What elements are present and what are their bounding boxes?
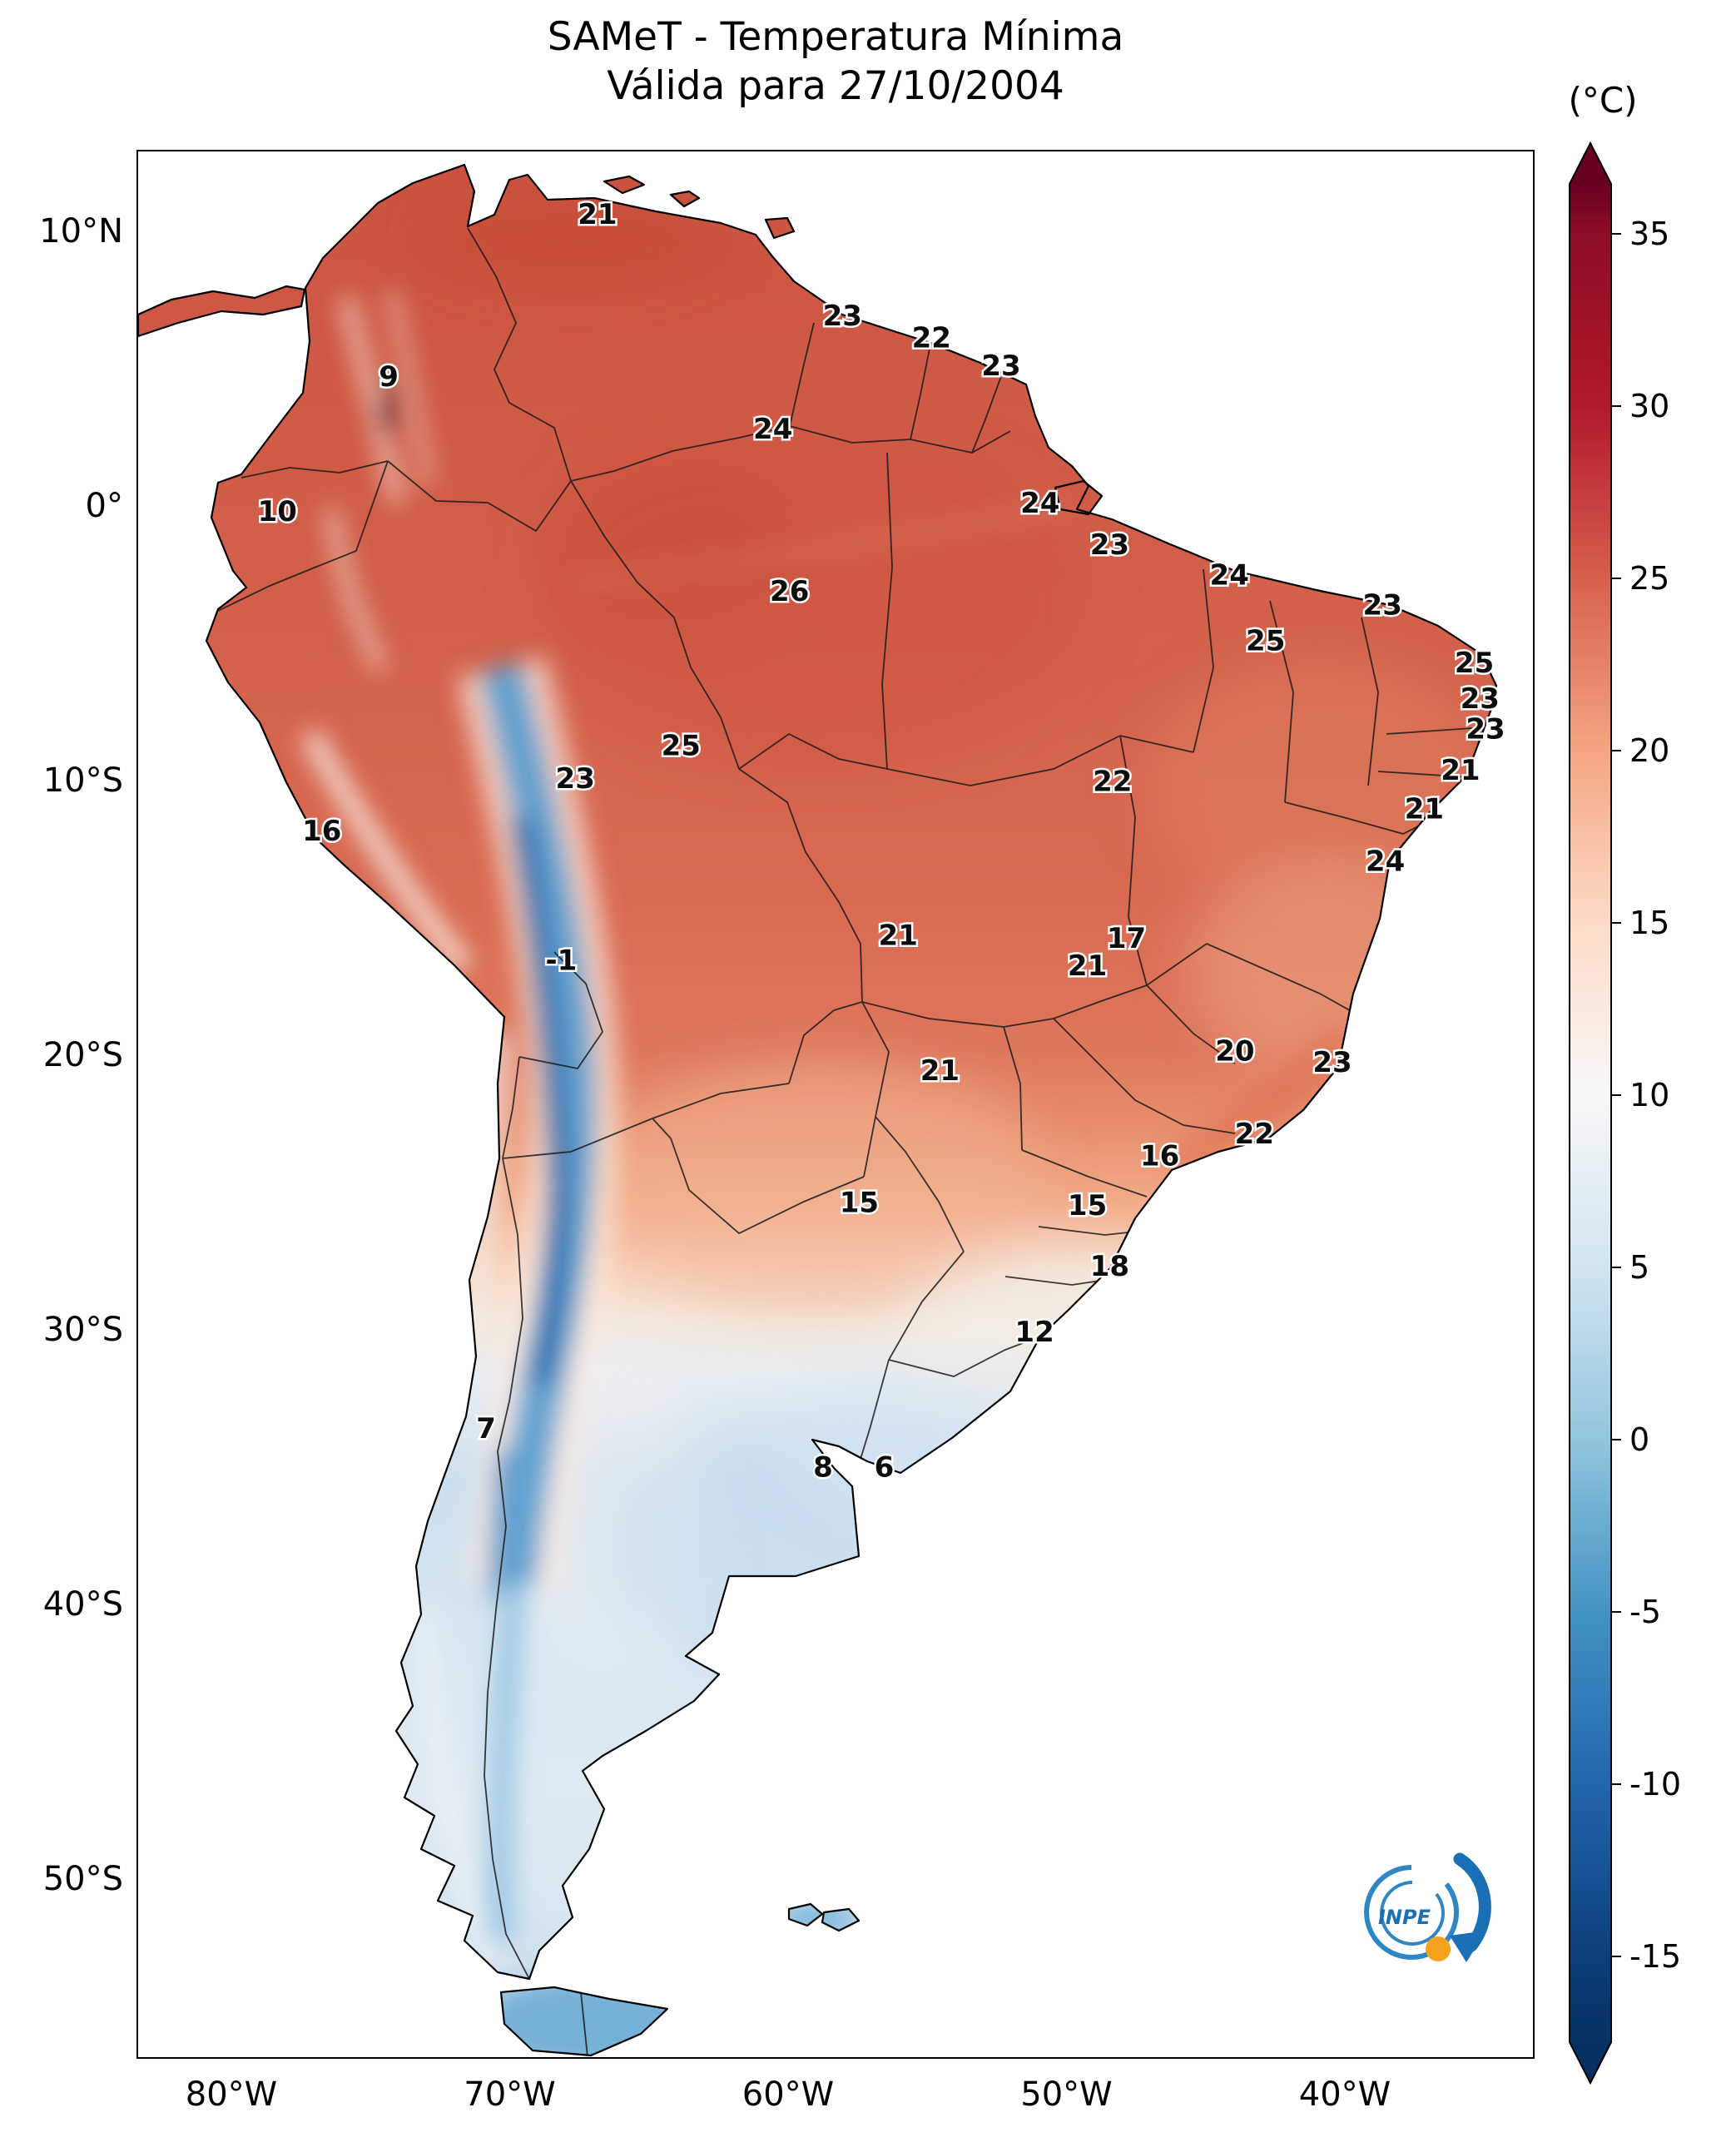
lon-tick-label: 40°W <box>1298 2075 1391 2114</box>
station-temperature-label: 24 <box>1020 487 1059 520</box>
lon-tick-label: 50°W <box>1020 2075 1113 2114</box>
station-temperature-label: 23 <box>1312 1046 1352 1079</box>
station-temperature-label: 9 <box>379 360 399 394</box>
station-temperature-label: 23 <box>1363 589 1402 622</box>
station-temperature-label: 21 <box>578 198 617 231</box>
colorbar-tick-label: 15 <box>1629 905 1669 941</box>
colorbar-tick-labels: 35 30 25 20 15 10 5 0 -5 -10 -15 <box>1611 216 1681 1975</box>
lat-tick-label: 20°S <box>42 1036 123 1074</box>
station-temperature-label: 21 <box>1405 793 1444 826</box>
station-temperature-label: -1 <box>546 945 578 978</box>
temperature-field <box>138 165 1496 2055</box>
station-temperature-label: 22 <box>1235 1118 1274 1151</box>
station-temperature-label: 23 <box>1090 528 1129 562</box>
station-temperature-label: 22 <box>912 322 951 355</box>
lat-tick-label: 10°N <box>39 212 123 250</box>
logo-text: INPE <box>1378 1906 1431 1929</box>
station-temperature-label: 26 <box>770 575 809 608</box>
station-temperature-label: 15 <box>840 1187 879 1220</box>
station-temperature-label: 25 <box>662 729 701 762</box>
station-temperature-label: 21 <box>1068 950 1107 983</box>
logo-arrowhead-icon <box>1450 1931 1486 1962</box>
station-temperature-label: 17 <box>1107 922 1146 955</box>
lon-tick-label: 80°W <box>185 2075 278 2114</box>
lon-tick-label: 70°W <box>464 2075 556 2114</box>
station-temperature-label: 21 <box>879 920 918 953</box>
station-temperature-label: 21 <box>1441 754 1480 787</box>
lon-tick-label: 60°W <box>742 2075 835 2114</box>
station-temperature-label: 6 <box>875 1450 895 1484</box>
colorbar-tick-label: 5 <box>1629 1249 1649 1286</box>
station-temperature-label: 24 <box>1366 845 1405 878</box>
colorbar-unit-label: (°C) <box>1568 80 1638 121</box>
colorbar-tick-label: 35 <box>1629 216 1669 252</box>
inpe-logo: INPE <box>1364 1852 1491 1962</box>
lat-tick-label: 0° <box>85 487 123 525</box>
lat-tick-label: 50°S <box>42 1860 123 1898</box>
station-temperature-label: 23 <box>556 762 595 796</box>
colorbar-tick-label: 25 <box>1629 560 1669 597</box>
logo-swirl-inner-icon <box>1380 1881 1446 1946</box>
colorbar-gradient-bar <box>1569 141 1612 2085</box>
lat-tick-label: 30°S <box>42 1311 123 1349</box>
colorbar-tick-label: -10 <box>1629 1766 1681 1802</box>
station-temperature-label: 23 <box>1461 682 1500 716</box>
station-temperature-label: 10 <box>258 495 297 528</box>
colorbar-tick-label: 30 <box>1629 388 1669 424</box>
station-temperature-label: 25 <box>1455 647 1494 680</box>
station-temperature-label: 8 <box>813 1450 833 1484</box>
station-temperature-label: 22 <box>1093 765 1132 798</box>
station-temperature-label: 23 <box>823 300 862 333</box>
map-title-block: SAMeT - Temperatura Mínima Válida para 2… <box>136 13 1535 112</box>
logo-orange-dot-icon <box>1426 1936 1451 1961</box>
colorbar-tick-label: 20 <box>1629 732 1669 769</box>
station-temperature-label: 25 <box>1246 625 1285 658</box>
station-temperature-label: 18 <box>1090 1250 1129 1283</box>
colorbar: 35 30 25 20 15 10 5 0 -5 -10 -15 <box>1569 141 1681 2085</box>
station-temperature-label: 16 <box>1140 1140 1179 1173</box>
station-temperature-label: 15 <box>1068 1189 1107 1222</box>
station-temperature-label: 23 <box>1466 713 1505 746</box>
station-temperature-label: 23 <box>981 350 1020 383</box>
station-temperature-label: 21 <box>920 1054 960 1088</box>
station-temperature-label: 16 <box>302 815 341 848</box>
colorbar-tick-label: -15 <box>1629 1938 1681 1975</box>
political-borders <box>217 227 1486 2055</box>
lat-tick-label: 10°S <box>42 761 123 800</box>
lat-tick-label: 40°S <box>42 1585 123 1624</box>
map-title: SAMeT - Temperatura Mínima <box>547 14 1124 60</box>
station-temperature-label: 7 <box>476 1412 496 1445</box>
plot-area: 21 23 22 23 24 9 24 23 24 10 26 25 23 25 23 23 25 23 22 21 2… <box>136 150 1535 2059</box>
map-subtitle: Válida para 27/10/2004 <box>607 62 1064 109</box>
station-temperature-label: 12 <box>1014 1316 1054 1349</box>
station-temperature-label: 24 <box>1210 558 1249 592</box>
logo-swirl-icon <box>1364 1865 1460 1960</box>
colorbar-tick-label: 0 <box>1629 1421 1649 1458</box>
station-temperature-label: 24 <box>753 413 792 446</box>
station-temperature-label: 20 <box>1215 1035 1254 1069</box>
colorbar-tick-label: -5 <box>1629 1594 1661 1630</box>
colorbar-tick-label: 10 <box>1629 1077 1669 1113</box>
